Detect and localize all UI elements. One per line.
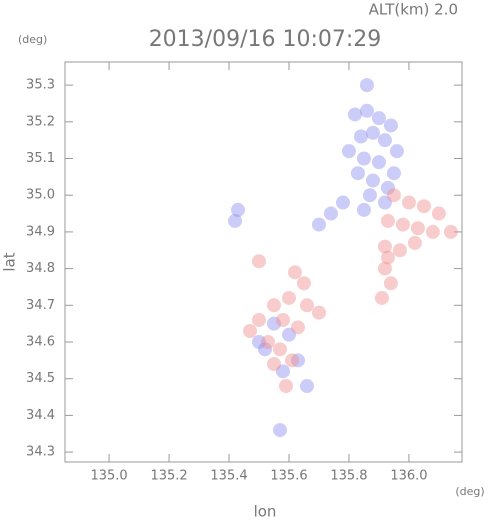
echo-point	[341, 144, 356, 159]
echo-point	[275, 364, 290, 379]
echo-point	[278, 379, 293, 394]
echo-point	[416, 199, 431, 214]
echo-point	[243, 323, 258, 338]
y-tick-label: 35.3	[26, 78, 55, 93]
echo-point	[377, 133, 392, 148]
echo-point	[386, 188, 401, 203]
echo-point	[335, 195, 350, 210]
echo-point	[350, 166, 365, 181]
echo-point	[275, 312, 290, 327]
echo-point	[252, 335, 267, 349]
y-unit: (deg)	[18, 33, 47, 46]
echo-point	[425, 224, 440, 239]
y-tick-label: 34.7	[26, 298, 55, 313]
echo-point	[356, 202, 371, 217]
echo-point	[299, 379, 314, 394]
echo-point	[257, 342, 272, 357]
x-tick-label: 136.0	[390, 469, 427, 484]
y-tick-label: 34.6	[26, 335, 55, 350]
echo-point	[290, 353, 305, 368]
y-axis-label: lat	[1, 252, 19, 271]
chart-title: 2013/09/16 10:07:29	[149, 27, 382, 52]
echo-point	[374, 290, 389, 305]
echo-point	[353, 129, 368, 144]
echo-point	[377, 195, 392, 210]
echo-point	[266, 298, 281, 313]
echo-point	[281, 327, 296, 342]
x-tick-label: 135.0	[90, 469, 127, 484]
y-tick-label: 34.9	[26, 224, 55, 239]
echo-point	[356, 151, 371, 166]
plot-frame	[64, 61, 463, 463]
echo-point	[323, 206, 338, 221]
echo-point	[395, 217, 410, 232]
echo-point	[380, 250, 395, 265]
echo-point	[284, 353, 299, 368]
y-tick-label: 34.4	[26, 408, 55, 423]
echo-point	[347, 107, 362, 122]
echo-point	[260, 335, 275, 349]
x-unit: (deg)	[455, 485, 484, 498]
echo-point	[392, 243, 407, 258]
echo-point	[386, 166, 401, 181]
echo-point	[359, 78, 374, 93]
y-tick-label: 34.8	[26, 261, 55, 276]
echo-point	[281, 290, 296, 305]
echo-point	[377, 261, 392, 276]
echo-point	[290, 320, 305, 335]
echo-point	[410, 221, 425, 236]
x-axis-label: lon	[254, 503, 277, 521]
echo-point	[362, 188, 377, 203]
echo-point	[380, 180, 395, 195]
echo-point	[272, 423, 287, 438]
echo-point	[311, 217, 326, 232]
echo-point	[365, 125, 380, 140]
y-tick-label: 34.5	[26, 371, 55, 386]
echo-point	[359, 103, 374, 118]
echo-point	[431, 206, 446, 221]
y-tick-label: 35.0	[26, 188, 55, 203]
echo-point	[383, 276, 398, 291]
echo-point	[380, 213, 395, 228]
y-tick-label: 34.3	[26, 445, 55, 460]
annotation: ALT(km) 2.0	[369, 1, 458, 19]
x-tick-label: 135.2	[150, 469, 187, 484]
y-tick-label: 35.1	[26, 151, 55, 166]
echo-point	[266, 357, 281, 372]
echo-point	[383, 118, 398, 133]
echo-point	[231, 202, 246, 217]
x-tick-label: 135.4	[210, 469, 247, 484]
echo-point	[389, 144, 404, 159]
echo-point	[407, 235, 422, 250]
echo-point	[311, 305, 326, 320]
echo-point	[365, 173, 380, 188]
echo-point	[443, 224, 458, 239]
echo-point	[299, 298, 314, 313]
echo-point	[377, 239, 392, 254]
echo-point	[272, 342, 287, 357]
x-tick-label: 135.8	[330, 469, 367, 484]
echo-point	[371, 155, 386, 170]
echo-point	[266, 316, 281, 331]
echo-point	[252, 254, 267, 269]
echo-point	[252, 312, 267, 327]
echo-point	[401, 195, 416, 210]
y-tick-label: 35.2	[26, 114, 55, 129]
echo-point	[371, 111, 386, 126]
echo-point	[296, 276, 311, 291]
echo-point	[287, 265, 302, 280]
x-tick-label: 135.6	[270, 469, 307, 484]
echo-point	[228, 213, 243, 228]
